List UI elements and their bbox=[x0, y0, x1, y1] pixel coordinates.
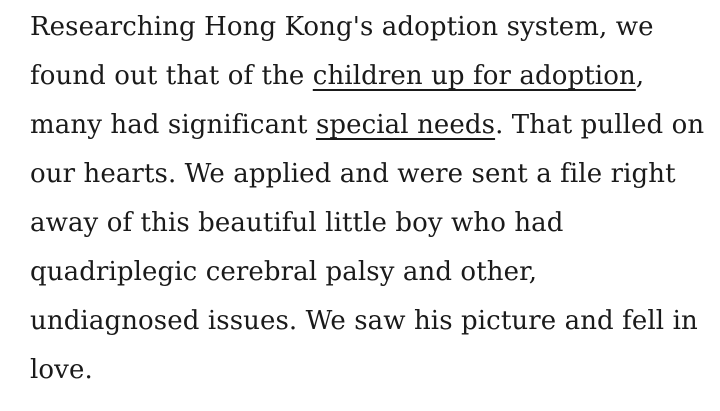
paragraph-text: many had significant bbox=[30, 110, 316, 140]
link-children-up-for-adoption[interactable]: children up for adoption bbox=[312, 61, 636, 91]
paragraph-text: away of this beautiful little boy who ha… bbox=[30, 208, 564, 238]
article-paragraph: Researching Hong Kong's adoption system,… bbox=[30, 3, 704, 395]
link-special-needs[interactable]: special needs bbox=[315, 110, 496, 140]
text-line: undiagnosed issues. We saw his picture a… bbox=[30, 297, 698, 346]
paragraph-text: . That pulled on bbox=[495, 110, 705, 140]
text-line: away of this beautiful little boy who ha… bbox=[30, 199, 694, 248]
paragraph-text: , bbox=[635, 61, 645, 91]
paragraph-text: Researching Hong Kong's adoption system,… bbox=[30, 12, 654, 42]
paragraph-text: our hearts. We applied and were sent a f… bbox=[30, 159, 676, 189]
paragraph-text: quadriplegic cerebral palsy and other, bbox=[30, 257, 538, 287]
text-line: our hearts. We applied and were sent a f… bbox=[30, 150, 694, 199]
paragraph-text: undiagnosed issues. We saw his picture a… bbox=[30, 306, 698, 336]
text-line: love. bbox=[30, 346, 694, 395]
text-line: quadriplegic cerebral palsy and other, bbox=[30, 248, 694, 297]
paragraph-text: found out that of the bbox=[30, 61, 313, 91]
text-line: Researching Hong Kong's adoption system,… bbox=[30, 3, 694, 52]
text-line: many had significant special needs. That… bbox=[30, 101, 704, 150]
text-line: found out that of the children up for ad… bbox=[30, 52, 694, 101]
paragraph-text: love. bbox=[30, 355, 93, 385]
